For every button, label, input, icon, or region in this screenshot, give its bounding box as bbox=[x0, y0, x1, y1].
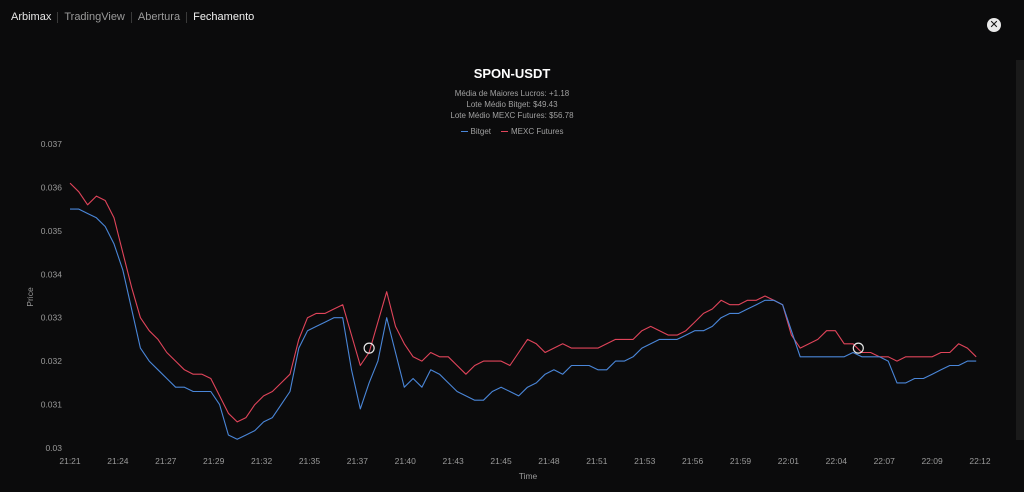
nav-item-arbimax[interactable]: Arbimax bbox=[11, 11, 52, 23]
x-tick-label: 21:56 bbox=[682, 456, 704, 466]
y-tick-label: 0.033 bbox=[41, 313, 63, 323]
series-line-bitget bbox=[70, 208, 977, 440]
nav-item-fechamento[interactable]: Fechamento bbox=[193, 11, 255, 23]
y-tick-label: 0.034 bbox=[41, 269, 63, 279]
legend-item-bitget[interactable]: Bitget bbox=[460, 127, 491, 136]
chart-subtitle-profit: Média de Maiores Lucros: +1.18 bbox=[454, 89, 570, 98]
scroll-edge bbox=[1016, 60, 1024, 440]
close-icon[interactable]: ✕ bbox=[987, 18, 1001, 32]
x-tick-label: 21:59 bbox=[730, 456, 752, 466]
x-tick-label: 21:27 bbox=[155, 456, 177, 466]
top-nav: Arbimax TradingView Abertura Fechamento bbox=[0, 0, 1024, 34]
x-tick-label: 21:48 bbox=[538, 456, 560, 466]
x-tick-label: 22:09 bbox=[921, 456, 943, 466]
y-tick-label: 0.03 bbox=[45, 443, 62, 453]
legend-label-bitget: Bitget bbox=[470, 127, 491, 136]
x-tick-label: 21:24 bbox=[107, 456, 129, 466]
marker-layer bbox=[363, 342, 864, 354]
x-axis: 21:21 21:24 21:27 21:29 21:32 21:35 21:37 21:40… bbox=[59, 456, 991, 466]
trade-marker[interactable] bbox=[363, 342, 375, 354]
nav-divider bbox=[57, 11, 59, 23]
nav-item-abertura[interactable]: Abertura bbox=[137, 11, 181, 23]
y-tick-label: 0.031 bbox=[41, 400, 63, 410]
legend-swatch-bitget bbox=[460, 130, 468, 133]
nav-item-tradingview[interactable]: TradingView bbox=[64, 11, 125, 23]
y-tick-label: 0.035 bbox=[41, 226, 63, 236]
x-tick-label: 21:53 bbox=[634, 456, 656, 466]
x-tick-label: 21:43 bbox=[443, 456, 465, 466]
chart-subtitle-mexc-lot: Lote Médio MEXC Futures: $56.78 bbox=[450, 111, 574, 120]
y-axis: 0.03 0.031 0.032 0.033 0.034 0.035 0.036 0.037 bbox=[41, 139, 63, 453]
nav-divider bbox=[186, 11, 188, 23]
x-tick-label: 21:45 bbox=[490, 456, 512, 466]
legend-item-mexc[interactable]: MEXC Futures bbox=[501, 127, 563, 136]
legend-label-mexc: MEXC Futures bbox=[511, 127, 564, 136]
x-tick-label: 21:40 bbox=[395, 456, 417, 466]
chart-legend: Bitget MEXC Futures bbox=[0, 127, 1024, 136]
x-tick-label: 21:51 bbox=[586, 456, 608, 466]
series-layer bbox=[69, 182, 977, 440]
x-tick-label: 21:29 bbox=[203, 456, 225, 466]
x-tick-label: 22:01 bbox=[778, 456, 800, 466]
trade-marker[interactable] bbox=[852, 342, 864, 354]
x-tick-label: 22:04 bbox=[826, 456, 848, 466]
x-axis-title: Time bbox=[519, 471, 538, 481]
y-axis-title: Price bbox=[25, 287, 35, 307]
x-tick-label: 21:35 bbox=[299, 456, 321, 466]
chart-subtitle-bitget-lot: Lote Médio Bitget: $49.43 bbox=[466, 100, 558, 109]
chart-title: SPON-USDT bbox=[473, 66, 551, 81]
nav-divider bbox=[130, 11, 132, 23]
x-tick-label: 22:12 bbox=[969, 456, 991, 466]
y-tick-label: 0.032 bbox=[41, 356, 63, 366]
x-tick-label: 21:21 bbox=[59, 456, 81, 466]
series-line-mexc bbox=[69, 182, 977, 423]
y-tick-label: 0.036 bbox=[41, 182, 63, 192]
legend-swatch-mexc bbox=[501, 130, 508, 133]
x-tick-label: 21:37 bbox=[347, 456, 369, 466]
x-tick-label: 22:07 bbox=[874, 456, 896, 466]
x-tick-label: 21:32 bbox=[251, 456, 273, 466]
y-tick-label: 0.037 bbox=[41, 139, 63, 149]
